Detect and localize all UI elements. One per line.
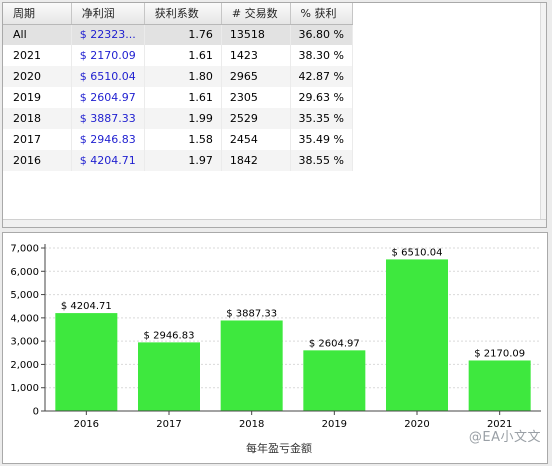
y-tick-label: 5,000 [10,290,39,301]
cell-profit-factor: 1.80 [144,66,222,87]
cell-net-profit: $ 4204.71 [71,150,145,171]
vertical-scrollbar[interactable] [540,3,546,219]
column-header-trades[interactable]: # 交易数 [221,3,291,25]
cell-net-profit: $ 2170.09 [71,45,145,66]
cell-period: 2019 [3,87,72,108]
yearly-profit-chart-panel: $ 4204.71 $ 2946.83 $ 3887.33 $ 2604.97 $ 65… [2,232,548,464]
column-header-net-profit[interactable]: 净利润 [71,3,145,25]
table-row[interactable]: 2021 $ 2170.09 1.61 1423 38.30 % [3,45,354,66]
cell-net-profit: $ 6510.04 [71,66,145,87]
y-tick-label: 2,000 [10,360,39,371]
column-header-period[interactable]: 周期 [3,3,72,25]
cell-win-percent: 29.63 % [290,87,354,108]
horizontal-scrollbar[interactable] [3,219,546,227]
cell-profit-factor: 1.76 [144,24,222,45]
bar-value-label: $ 4204.71 [61,301,112,312]
column-header-profit-factor[interactable]: 获利系数 [144,3,222,25]
x-tick-label: 2020 [404,419,429,430]
column-header-win-percent[interactable]: % 获利 [290,3,354,25]
bar-value-label: $ 2170.09 [474,348,525,359]
bar-2018 [220,320,283,411]
bar-value-label: $ 6510.04 [392,247,443,258]
cell-net-profit: $ 22323... [71,24,145,45]
y-tick-label: 4,000 [10,313,39,324]
cell-trades: 1423 [221,45,291,66]
bar-value-label: $ 2604.97 [309,338,360,349]
cell-period: 2017 [3,129,72,150]
table-row[interactable]: 2020 $ 6510.04 1.80 2965 42.87 % [3,66,354,87]
y-tick-label: 6,000 [10,267,39,278]
x-tick-label: 2021 [487,419,512,430]
cell-win-percent: 38.30 % [290,45,354,66]
x-tick-label: 2017 [156,419,181,430]
bar-2021 [468,360,531,411]
cell-profit-factor: 1.97 [144,150,222,171]
watermark-text: @EA小文文 [468,430,541,445]
chart-axes: 0 1,000 2,000 3,000 4,000 5,000 6,000 7,000 2016… [10,244,541,430]
cell-trades: 1842 [221,150,291,171]
cell-profit-factor: 1.61 [144,87,222,108]
cell-trades: 2965 [221,66,291,87]
cell-win-percent: 38.55 % [290,150,354,171]
cell-net-profit: $ 2604.97 [71,87,145,108]
yearly-profit-bar-chart: $ 4204.71 $ 2946.83 $ 3887.33 $ 2604.97 $ 65… [10,244,541,455]
table-row[interactable]: All $ 22323... 1.76 13518 36.80 % [3,24,354,45]
cell-win-percent: 36.80 % [290,24,354,45]
yearly-stats-table: 周期 净利润 获利系数 # 交易数 % 获利 All $ 22323... 1.… [3,3,354,171]
bar-2020 [386,259,448,411]
chart-bars: $ 4204.71 $ 2946.83 $ 3887.33 $ 2604.97 $ 65… [55,247,531,411]
table-row[interactable]: 2019 $ 2604.97 1.61 2305 29.63 % [3,87,354,108]
chart-gridlines [45,247,541,389]
cell-period: 2016 [3,150,72,171]
table-row[interactable]: 2018 $ 3887.33 1.99 2529 35.35 % [3,108,354,129]
bar-value-label: $ 3887.33 [226,308,277,319]
cell-period: All [3,24,72,45]
cell-period: 2020 [3,66,72,87]
bar-2019 [303,350,366,411]
cell-profit-factor: 1.99 [144,108,222,129]
cell-trades: 2529 [221,108,291,129]
table-header-row: 周期 净利润 获利系数 # 交易数 % 获利 [3,3,354,25]
cell-trades: 13518 [221,24,291,45]
table-row[interactable]: 2017 $ 2946.83 1.58 2454 35.49 % [3,129,354,150]
cell-win-percent: 42.87 % [290,66,354,87]
cell-net-profit: $ 3887.33 [71,108,145,129]
x-tick-label: 2018 [239,419,264,430]
bar-value-label: $ 2946.83 [144,330,195,341]
yearly-stats-table-panel: 周期 净利润 获利系数 # 交易数 % 获利 All $ 22323... 1.… [2,2,547,228]
x-tick-label: 2016 [74,419,99,430]
y-tick-label: 7,000 [10,244,39,255]
cell-trades: 2454 [221,129,291,150]
cell-trades: 2305 [221,87,291,108]
x-axis-title: 每年盈亏金额 [246,441,312,455]
cell-win-percent: 35.35 % [290,108,354,129]
cell-period: 2018 [3,108,72,129]
y-tick-label: 3,000 [10,337,39,348]
cell-profit-factor: 1.58 [144,129,222,150]
y-tick-label: 0 [33,407,39,418]
cell-profit-factor: 1.61 [144,45,222,66]
cell-net-profit: $ 2946.83 [71,129,145,150]
cell-win-percent: 35.49 % [290,129,354,150]
bar-2017 [138,342,200,411]
x-tick-label: 2019 [322,419,347,430]
bar-2016 [55,313,118,411]
table-row[interactable]: 2016 $ 4204.71 1.97 1842 38.55 % [3,150,354,171]
cell-period: 2021 [3,45,72,66]
y-tick-label: 1,000 [10,383,39,394]
